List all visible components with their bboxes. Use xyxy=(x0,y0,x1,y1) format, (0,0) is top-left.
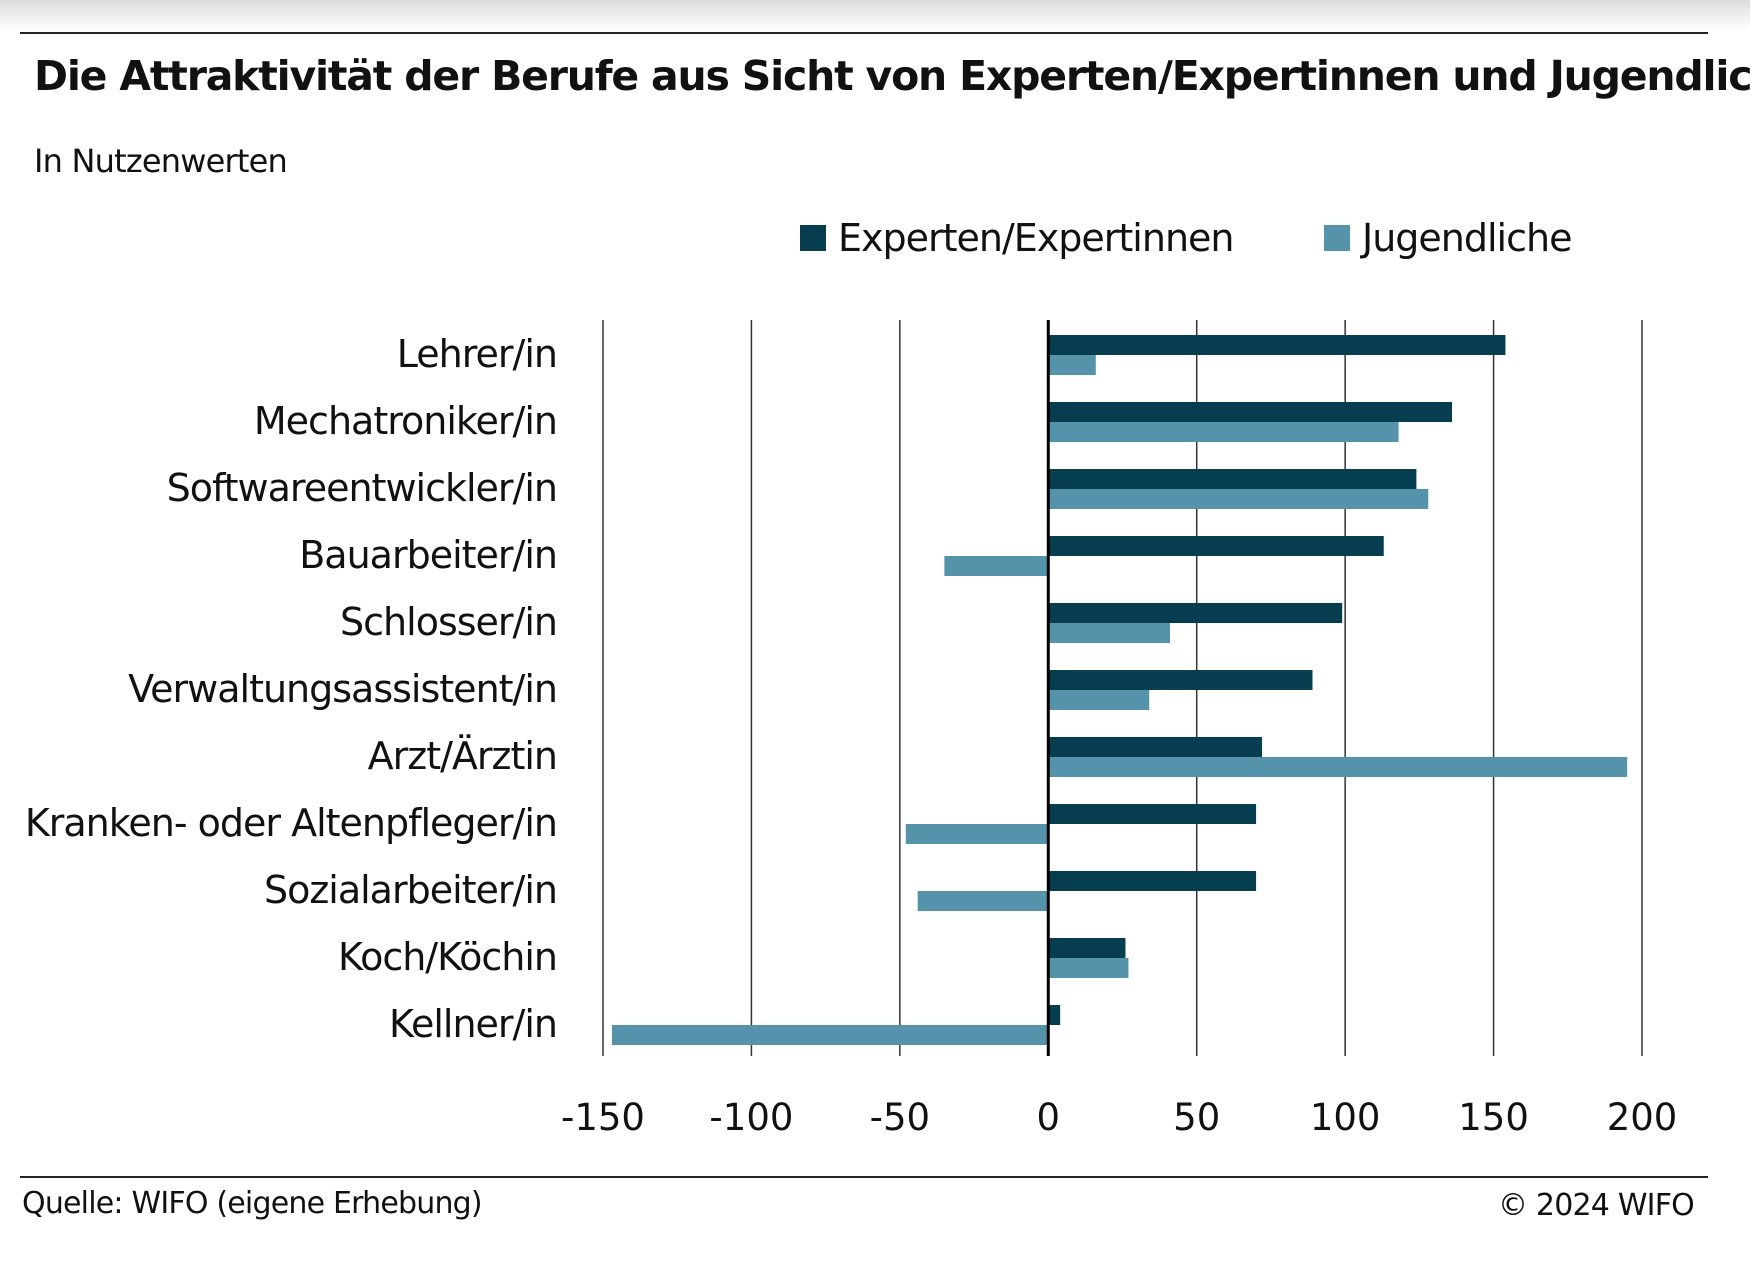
category-label: Arzt/Ärztin xyxy=(368,734,557,778)
bar-experten xyxy=(1048,737,1263,757)
x-tick-label: 150 xyxy=(1458,1096,1529,1139)
bar-experten xyxy=(1048,871,1257,891)
bar-experten xyxy=(1048,536,1384,556)
bar-jugendliche xyxy=(611,1025,1049,1045)
bar-experten xyxy=(1048,603,1343,623)
bar-jugendliche xyxy=(917,891,1049,911)
x-tick-label: -150 xyxy=(561,1096,645,1139)
bar-jugendliche xyxy=(1048,690,1150,710)
bar-jugendliche xyxy=(1048,958,1129,978)
bottom-rule xyxy=(20,1176,1708,1178)
legend-label-experten: Experten/Expertinnen xyxy=(838,216,1234,260)
bar-jugendliche xyxy=(905,824,1049,844)
bar-experten xyxy=(1048,469,1417,489)
x-tick-label: -50 xyxy=(870,1096,930,1139)
legend-swatch-jugendliche xyxy=(1324,225,1350,251)
bar-experten xyxy=(1048,670,1313,690)
bar-jugendliche xyxy=(1048,355,1096,375)
category-label: Bauarbeiter/in xyxy=(299,533,557,577)
copyright-note: © 2024 WIFO xyxy=(1498,1188,1695,1223)
bar-experten xyxy=(1048,335,1506,355)
top-rule xyxy=(20,32,1708,34)
legend-item-experten: Experten/Expertinnen xyxy=(800,214,1234,262)
top-shade xyxy=(0,0,1750,30)
chart-subtitle: In Nutzenwerten xyxy=(34,142,288,180)
category-label: Mechatroniker/in xyxy=(254,399,557,443)
bar-experten xyxy=(1048,938,1126,958)
x-tick-label: -100 xyxy=(709,1096,793,1139)
category-label: Schlosser/in xyxy=(340,600,557,644)
category-label: Koch/Köchin xyxy=(338,935,557,979)
x-tick-label: 100 xyxy=(1310,1096,1381,1139)
bar-experten xyxy=(1048,804,1257,824)
legend-item-jugendliche: Jugendliche xyxy=(1324,214,1572,262)
category-label: Kellner/in xyxy=(389,1002,557,1046)
category-label: Softwareentwickler/in xyxy=(167,466,557,510)
bar-jugendliche xyxy=(1048,422,1399,442)
chart-title: Die Attraktivität der Berufe aus Sicht v… xyxy=(34,52,1750,100)
bar-experten xyxy=(1048,402,1453,422)
category-label: Lehrer/in xyxy=(397,332,557,376)
legend-swatch-experten xyxy=(800,225,826,251)
x-tick-label: 200 xyxy=(1607,1096,1678,1139)
bar-experten xyxy=(1048,1005,1061,1025)
x-tick-label: 50 xyxy=(1173,1096,1220,1139)
bar-jugendliche xyxy=(1048,489,1429,509)
bar-jugendliche xyxy=(1048,623,1170,643)
x-tick-label: 0 xyxy=(1037,1096,1061,1139)
category-label: Kranken- oder Altenpfleger/in xyxy=(25,801,557,845)
bar-jugendliche xyxy=(1048,757,1628,777)
source-note: Quelle: WIFO (eigene Erhebung) xyxy=(22,1186,483,1221)
bar-jugendliche xyxy=(944,556,1049,576)
legend-label-jugendliche: Jugendliche xyxy=(1362,216,1572,260)
category-label: Verwaltungsassistent/in xyxy=(128,667,557,711)
category-label: Sozialarbeiter/in xyxy=(264,868,557,912)
